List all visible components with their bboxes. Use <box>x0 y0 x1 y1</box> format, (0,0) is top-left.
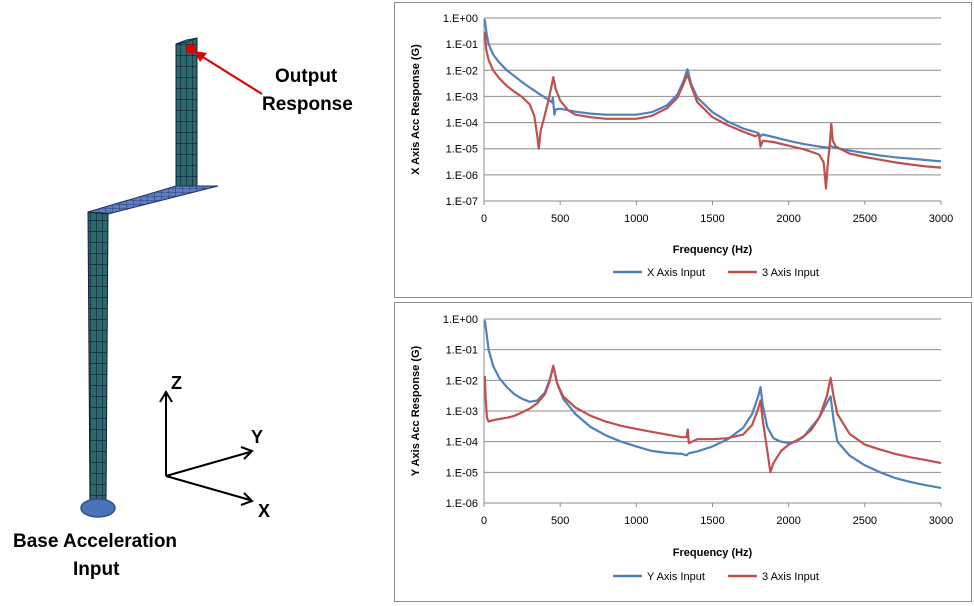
y-tick-label: 1.E+00 <box>443 13 478 25</box>
x-tick-label: 2000 <box>776 515 800 527</box>
x-tick-label: 2500 <box>853 213 877 225</box>
x-tick-label: 1000 <box>624 515 648 527</box>
axis-y-label: Y <box>251 427 263 447</box>
x-axis-title: Frequency (Hz) <box>673 244 753 256</box>
axis-z-label: Z <box>171 373 182 393</box>
chart-x-axis-response: 1.E+00 1.E-01 1.E-02 1.E-03 1.E-04 1.E-05 1.E-… <box>394 2 972 298</box>
x-tick-label: 1500 <box>700 515 724 527</box>
x-tick-label: 1000 <box>624 213 648 225</box>
chart-y-axis-response: 1.E+00 1.E-01 1.E-02 1.E-03 1.E-04 1.E-05 1.E-… <box>394 302 972 602</box>
x-axis-title: Frequency (Hz) <box>673 547 753 559</box>
y-axis-title: Y Axis Acc Response (G) <box>410 345 422 476</box>
y-tick-label: 1.E+00 <box>443 314 478 326</box>
x-tick-label: 0 <box>481 515 487 527</box>
y-tick-label: 1.E-07 <box>446 196 478 208</box>
output-label-line2: Response <box>262 94 353 115</box>
structure-diagram: Output Response Base Acceleration Input … <box>13 37 353 580</box>
y-tick-label: 1.E-04 <box>446 118 478 130</box>
output-marker <box>186 44 196 54</box>
series-line-2 <box>483 31 942 190</box>
x-tick-label: 500 <box>551 515 569 527</box>
chart-y-svg: 1.E+00 1.E-01 1.E-02 1.E-03 1.E-04 1.E-05 1.E-… <box>410 314 953 583</box>
base-label-line2: Input <box>73 559 120 580</box>
x-tick-label: 2500 <box>853 515 877 527</box>
y-tick-label: 1.E-01 <box>446 39 478 51</box>
y-tick-label: 1.E-04 <box>446 437 478 449</box>
output-label-line1: Output <box>275 66 338 87</box>
legend-label-1: Y Axis Input <box>647 571 705 583</box>
chart-x-svg: 1.E+00 1.E-01 1.E-02 1.E-03 1.E-04 1.E-05 1.E-… <box>410 13 953 279</box>
y-tick-label: 1.E-05 <box>446 467 478 479</box>
x-tick-label: 2000 <box>776 213 800 225</box>
x-tick-label: 3000 <box>929 515 953 527</box>
x-tick-label: 0 <box>481 213 487 225</box>
upper-column <box>175 37 198 191</box>
legend-label-1: X Axis Input <box>647 267 705 279</box>
coordinate-axes <box>159 390 254 506</box>
axis-x-label: X <box>258 501 270 521</box>
y-tick-label: 1.E-02 <box>446 375 478 387</box>
base-disc <box>80 498 116 518</box>
series-line-2 <box>483 364 942 474</box>
x-tick-label: 500 <box>551 213 569 225</box>
x-tick-label: 1500 <box>700 213 724 225</box>
series-line-1 <box>483 19 942 163</box>
x-tick-label: 3000 <box>929 213 953 225</box>
legend-label-2: 3 Axis Input <box>762 267 819 279</box>
y-tick-label: 1.E-02 <box>446 65 478 77</box>
y-axis-title: X Axis Acc Response (G) <box>410 44 422 175</box>
y-tick-label: 1.E-06 <box>446 498 478 510</box>
base-label-line1: Base Acceleration <box>13 531 177 552</box>
series-line-1 <box>483 320 942 489</box>
y-tick-label: 1.E-03 <box>446 91 478 103</box>
lower-column <box>87 211 109 506</box>
output-arrow <box>194 51 263 95</box>
y-tick-label: 1.E-05 <box>446 144 478 156</box>
horizontal-plate <box>87 185 219 215</box>
y-tick-label: 1.E-01 <box>446 345 478 357</box>
y-tick-label: 1.E-03 <box>446 406 478 418</box>
y-tick-label: 1.E-06 <box>446 170 478 182</box>
legend-label-2: 3 Axis Input <box>762 571 819 583</box>
